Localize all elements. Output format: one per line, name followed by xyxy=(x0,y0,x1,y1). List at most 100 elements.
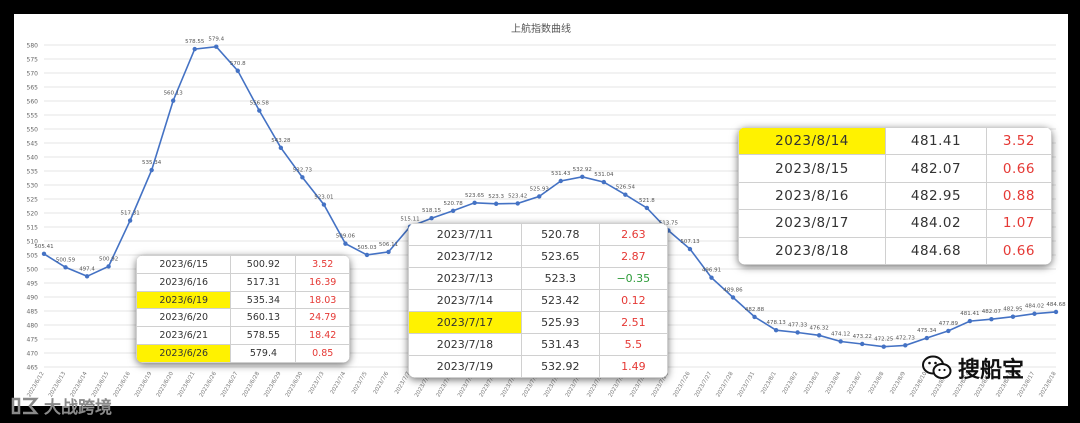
x-tick-label: 2023/7/4 xyxy=(330,371,348,396)
data-point xyxy=(989,317,994,322)
table-row: 2023/7/13 523.3 −0.35 xyxy=(408,267,668,290)
table-row: 2023/7/11 520.78 2.63 xyxy=(408,223,668,246)
y-tick-label: 505 xyxy=(27,253,39,260)
y-tick-label: 515 xyxy=(27,225,39,232)
value-cell: 579.4 xyxy=(230,344,297,363)
date-cell: 2023/6/26 xyxy=(136,344,232,363)
data-label: 570.8 xyxy=(230,61,246,67)
date-cell: 2023/8/17 xyxy=(738,209,887,238)
data-label: 518.15 xyxy=(422,208,442,214)
data-label: 477.89 xyxy=(939,321,959,327)
data-label: 496.91 xyxy=(702,268,721,274)
table-row: 2023/6/26 579.4 0.85 xyxy=(136,344,350,363)
y-tick-label: 470 xyxy=(27,351,39,358)
data-label: 476.32 xyxy=(810,325,829,331)
table-row: 2023/7/18 531.43 5.5 xyxy=(408,333,668,356)
data-point xyxy=(106,264,111,269)
date-cell: 2023/7/17 xyxy=(408,311,522,334)
x-tick-label: 2023/6/19 xyxy=(134,371,154,399)
change-cell: 0.66 xyxy=(985,154,1052,183)
data-point xyxy=(687,246,693,252)
table-row: 2023/8/17 484.02 1.07 xyxy=(738,209,1052,238)
table-row: 2023/8/18 484.68 0.66 xyxy=(738,236,1052,265)
table-row: 2023/7/14 523.42 0.12 xyxy=(408,289,668,312)
data-point xyxy=(63,265,68,270)
value-cell: 520.78 xyxy=(520,223,600,246)
data-label: 535.34 xyxy=(142,160,162,166)
y-tick-label: 535 xyxy=(27,169,39,176)
x-tick-label: 2023/8/2 xyxy=(782,371,800,395)
x-tick-label: 2023/6/29 xyxy=(263,371,283,399)
value-cell: 482.95 xyxy=(885,181,987,211)
y-tick-label: 560 xyxy=(27,99,39,106)
y-tick-label: 465 xyxy=(27,365,39,372)
change-cell: 2.51 xyxy=(598,311,668,334)
data-point xyxy=(149,167,154,173)
data-point xyxy=(343,241,348,246)
series-line-path xyxy=(43,45,1057,348)
data-point xyxy=(192,46,197,52)
data-point xyxy=(860,341,865,347)
change-cell: 24.79 xyxy=(295,308,350,328)
data-label: 505.41 xyxy=(34,244,53,250)
data-point xyxy=(235,68,240,73)
x-tick-label: 2023/8/7 xyxy=(846,371,864,396)
data-point xyxy=(257,108,262,113)
value-cell: 523.42 xyxy=(520,289,600,312)
value-cell: 525.93 xyxy=(520,311,600,334)
data-label: 475.34 xyxy=(917,328,937,334)
y-tick-label: 480 xyxy=(27,323,39,330)
value-cell: 535.34 xyxy=(230,290,297,310)
data-label: 515.11 xyxy=(400,217,419,223)
data-label: 481.41 xyxy=(960,311,979,317)
data-label: 505.03 xyxy=(357,245,377,251)
table-row: 2023/6/19 535.34 18.03 xyxy=(136,290,350,310)
date-cell: 2023/7/12 xyxy=(408,245,522,268)
date-cell: 2023/7/11 xyxy=(408,223,522,246)
data-label: 543.28 xyxy=(271,138,291,144)
x-tick-label: 2023/7/26 xyxy=(672,371,692,399)
y-tick-label: 530 xyxy=(27,183,39,190)
data-point xyxy=(838,339,843,344)
value-cell: 578.55 xyxy=(230,326,297,346)
x-tick-label: 2023/8/8 xyxy=(868,371,886,396)
data-point xyxy=(1010,314,1016,319)
table-row: 2023/7/19 532.92 1.49 xyxy=(408,355,668,378)
y-tick-label: 500 xyxy=(27,267,39,274)
data-label: 523.01 xyxy=(314,195,333,201)
x-tick-label: 2023/7/27 xyxy=(694,371,714,399)
change-cell: 18.42 xyxy=(295,326,350,346)
table-row: 2023/6/20 560.13 24.79 xyxy=(136,308,350,328)
data-label: 579.4 xyxy=(208,37,224,43)
change-cell: 1.07 xyxy=(985,209,1052,238)
data-label: 482.07 xyxy=(982,309,1002,315)
x-tick-label: 2023/7/31 xyxy=(737,371,756,398)
date-cell: 2023/7/18 xyxy=(408,333,522,356)
data-point xyxy=(429,215,434,221)
data-point xyxy=(364,252,370,258)
change-cell: −0.35 xyxy=(598,267,668,290)
table-row: 2023/6/16 517.31 16.39 xyxy=(136,272,350,292)
value-cell: 482.07 xyxy=(885,154,987,183)
data-label: 560.13 xyxy=(164,91,184,97)
value-cell: 484.68 xyxy=(885,236,987,265)
data-label: 523.42 xyxy=(508,193,527,199)
value-cell: 517.31 xyxy=(230,272,297,292)
change-cell: 5.5 xyxy=(598,333,668,356)
data-point xyxy=(84,274,90,279)
value-cell: 531.43 xyxy=(520,333,600,356)
y-tick-label: 520 xyxy=(27,211,39,218)
change-cell: 3.52 xyxy=(985,127,1052,156)
data-label: 473.22 xyxy=(853,334,872,340)
data-point xyxy=(709,275,714,280)
watermark-left: 大战跨境 xyxy=(10,393,112,418)
table-row: 2023/8/15 482.07 0.66 xyxy=(738,154,1052,183)
table-july: 2023/7/11 520.78 2.63 2023/7/12 523.65 2.87 20… xyxy=(408,223,668,378)
date-cell: 2023/8/15 xyxy=(738,154,887,183)
x-tick-label: 2023/6/30 xyxy=(285,371,305,399)
table-row: 2023/6/21 578.55 18.42 xyxy=(136,326,350,346)
data-label: 472.25 xyxy=(874,337,894,343)
change-cell: 2.63 xyxy=(598,223,668,246)
data-label: 517.31 xyxy=(121,211,140,217)
data-point xyxy=(623,192,628,197)
